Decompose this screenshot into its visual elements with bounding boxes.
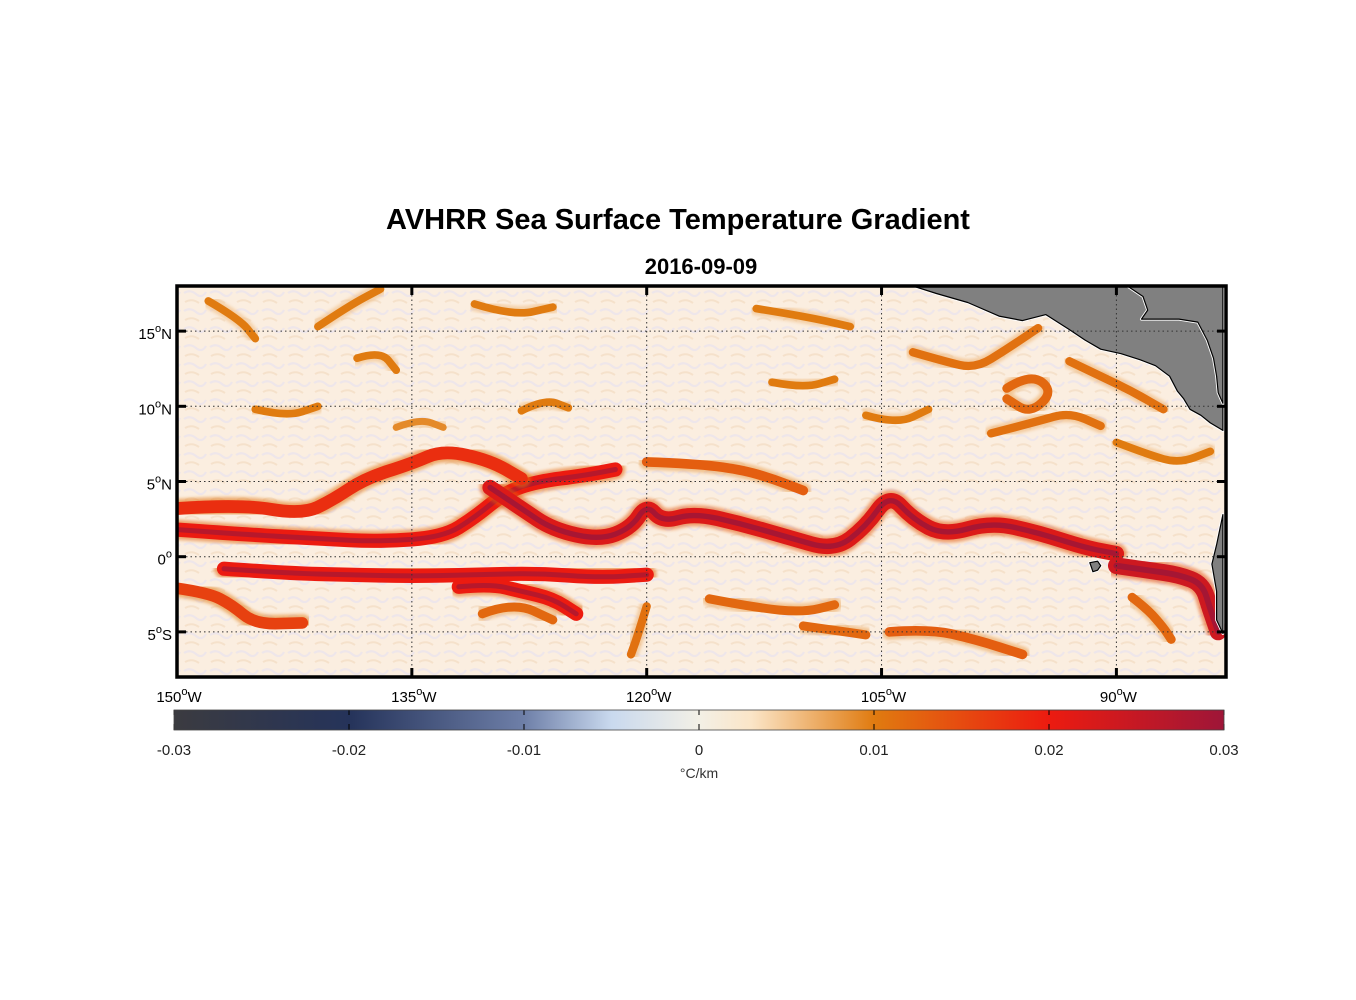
- colorbar-tick-label: -0.03: [157, 742, 191, 759]
- gradient-front: [251, 402, 322, 418]
- gradient-front: [353, 351, 401, 375]
- gradient-front: [1065, 357, 1168, 414]
- gradient-front: [768, 375, 839, 390]
- x-tick-label: 150oW: [156, 686, 202, 706]
- gradient-front: [1112, 438, 1215, 465]
- gradient-fronts: [177, 286, 1226, 663]
- gradient-front: [884, 626, 1028, 660]
- colorbar-tick-label: -0.02: [332, 742, 366, 759]
- y-tick-label: 5oS: [148, 624, 172, 644]
- land-outline: [1089, 560, 1102, 573]
- land-masses: [911, 286, 1225, 635]
- front-core: [456, 582, 579, 617]
- gradient-front: [704, 594, 840, 616]
- gradient-front: [1127, 592, 1176, 644]
- map-plot-area: 150oW 135oW 120oW 105oW 90oW 15oN 10oN 5oN 0o 5oS: [138, 284, 1228, 706]
- land-outline: [1126, 286, 1224, 404]
- gradient-front: [798, 621, 871, 640]
- map-title: AVHRR Sea Surface Temperature Gradient: [386, 204, 970, 236]
- gradient-front: [477, 602, 558, 625]
- colorbar-unit: °C/km: [680, 765, 718, 781]
- gradient-front: [392, 417, 447, 431]
- land-outline: [912, 286, 1224, 431]
- gradient-front: [517, 398, 573, 415]
- map-ticks: 150oW 135oW 120oW 105oW 90oW 15oN 10oN 5oN 0o 5oS: [138, 286, 1226, 706]
- gradient-front: [177, 446, 528, 518]
- gradient-front: [626, 602, 651, 659]
- x-tick-label: 120oW: [626, 686, 672, 706]
- front-core: [177, 467, 618, 544]
- colorbar-ticks: -0.03 -0.02 -0.01 0 0.01 0.02 0.03: [157, 709, 1239, 759]
- front-core: [487, 484, 1120, 557]
- gradient-front: [1002, 374, 1053, 414]
- colorbar-frame: [173, 709, 1225, 731]
- front-core: [1113, 562, 1222, 635]
- gradient-front: [204, 297, 260, 343]
- map-date: 2016-09-09: [644, 254, 758, 279]
- gradient-front: [470, 300, 557, 317]
- colorbar-tick-label: 0.03: [1209, 742, 1238, 759]
- colorbar-ramp: [174, 710, 1224, 730]
- y-tick-label: 10oN: [138, 398, 172, 418]
- gradient-front: [908, 323, 1043, 371]
- y-tick-label: 0o: [158, 549, 172, 569]
- colorbar-tick-label: 0.02: [1034, 742, 1063, 759]
- front-core: [221, 566, 650, 580]
- y-tick-label: 15oN: [138, 323, 172, 343]
- x-tick-label: 105oW: [861, 686, 907, 706]
- colorbar-tick-label: 0: [695, 742, 703, 759]
- map-gridlines: [176, 286, 1226, 677]
- x-tick-label: 135oW: [391, 686, 437, 706]
- colorbar-tick-label: -0.01: [507, 742, 541, 759]
- gradient-front: [752, 304, 855, 331]
- gradient-front: [986, 410, 1105, 438]
- gradient-front: [862, 405, 933, 425]
- land-outline: [1211, 513, 1224, 635]
- colorbar-tick-label: 0.01: [859, 742, 888, 759]
- gradient-front: [641, 457, 809, 496]
- y-tick-label: 5oN: [147, 474, 172, 494]
- gradient-front: [314, 286, 385, 331]
- colorbar: -0.03 -0.02 -0.01 0 0.01 0.02 0.03 °C/km: [157, 709, 1239, 781]
- gradient-front: [177, 582, 309, 630]
- x-tick-label: 90oW: [1100, 686, 1138, 706]
